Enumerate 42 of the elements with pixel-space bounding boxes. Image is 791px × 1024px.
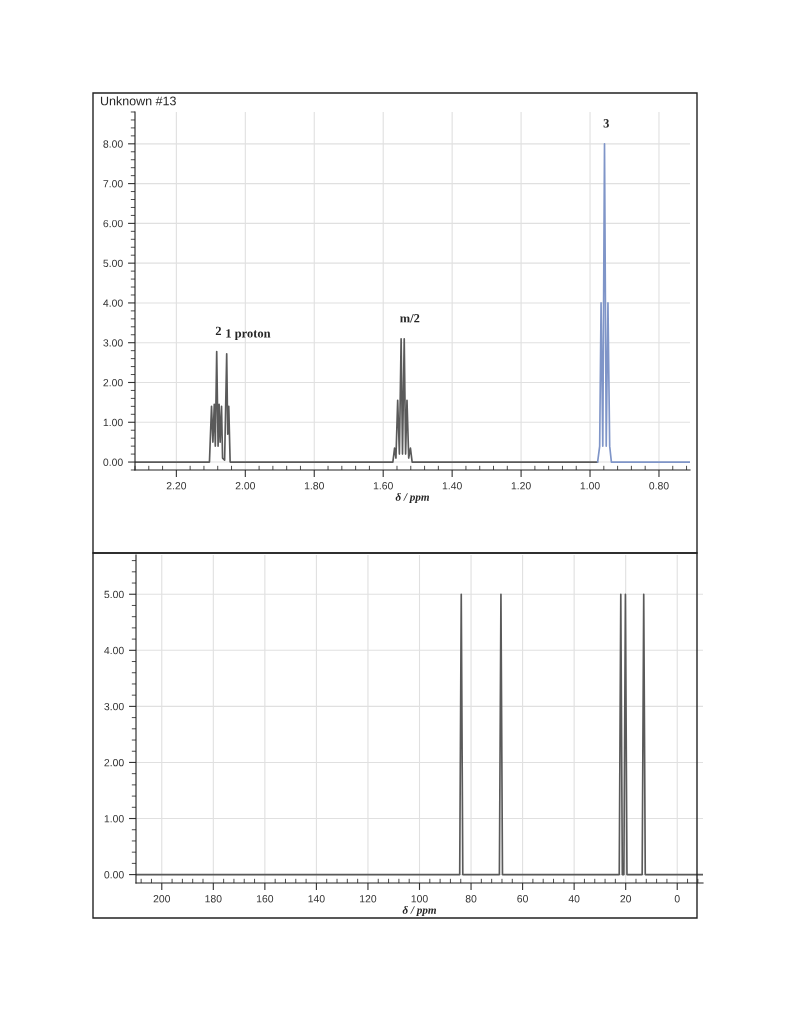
y-tick-label: 1.00 xyxy=(103,418,123,427)
x-tick-label: 40 xyxy=(568,895,580,903)
line-series xyxy=(596,142,690,463)
x-tick-label: 180 xyxy=(205,895,222,903)
y-tick-label: 5.00 xyxy=(104,590,124,599)
y-tick-label: 5.00 xyxy=(103,259,123,268)
chart-title: Unknown #13 xyxy=(100,96,176,106)
x-tick-label: 160 xyxy=(256,895,274,903)
annotation: 2 xyxy=(215,326,222,336)
x-tick-label: 200 xyxy=(153,895,171,903)
x-tick-label: 80 xyxy=(465,895,477,903)
x-tick-label: 20 xyxy=(620,895,632,903)
y-tick-label: 6.00 xyxy=(103,219,123,228)
y-tick-label: 3.00 xyxy=(104,702,124,711)
x-tick-label: 140 xyxy=(308,895,325,903)
y-tick-label: 4.00 xyxy=(104,646,124,655)
x-tick-label: 1.60 xyxy=(373,482,393,490)
annotation: 3 xyxy=(603,119,609,128)
y-tick-label: 3.00 xyxy=(103,339,123,347)
x-tick-label: 0.80 xyxy=(649,482,669,490)
x-tick-label: 1.80 xyxy=(304,482,324,490)
x-tick-label: 60 xyxy=(517,895,528,903)
x-tick-label: 1.40 xyxy=(442,482,462,490)
y-tick-label: 0.00 xyxy=(103,458,123,466)
x-axis-title: δ / ppm xyxy=(402,905,437,917)
x-tick-label: 2.00 xyxy=(235,482,256,490)
y-tick-label: 8.00 xyxy=(103,140,123,148)
x-tick-label: 2.20 xyxy=(166,482,187,490)
y-tick-label: 2.00 xyxy=(103,378,123,387)
y-tick-label: 1.00 xyxy=(104,815,124,823)
x-tick-label: 100 xyxy=(411,895,428,903)
annotation: m/2 xyxy=(400,314,420,323)
x-tick-label: 1.00 xyxy=(580,482,600,490)
annotation: 1 proton xyxy=(226,329,271,341)
y-tick-label: 2.00 xyxy=(104,758,124,767)
x-tick-label: 120 xyxy=(360,895,377,903)
y-tick-label: 7.00 xyxy=(103,180,123,188)
y-tick-label: 0.00 xyxy=(104,871,124,879)
x-axis-title: δ / ppm xyxy=(395,492,430,504)
x-tick-label: 0 xyxy=(674,895,680,903)
x-tick-label: 1.20 xyxy=(511,482,531,490)
y-tick-label: 4.00 xyxy=(103,299,123,307)
